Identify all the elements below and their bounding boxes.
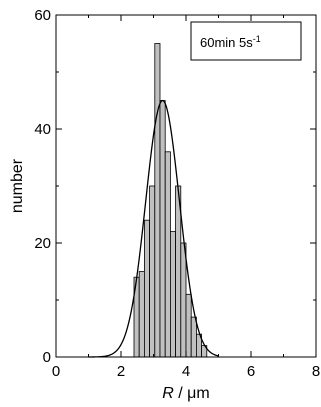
gaussian-fit-curve bbox=[88, 99, 219, 358]
x-tick-label-0: 0 bbox=[52, 363, 60, 380]
axis-ticks: 0 2 4 6 8 0 20 40 60 bbox=[34, 7, 320, 380]
histogram-bar-10 bbox=[180, 242, 187, 358]
histogram-bar-6 bbox=[159, 100, 166, 358]
histogram-bar-2 bbox=[138, 271, 145, 358]
legend-label: 60min 5s-1 bbox=[200, 34, 261, 50]
histogram-bar-8 bbox=[169, 231, 176, 358]
y-tick-label-0: 0 bbox=[43, 349, 51, 366]
x-tick-label-4: 4 bbox=[182, 363, 190, 380]
legend-border bbox=[190, 21, 302, 61]
histogram-bar-5 bbox=[154, 43, 161, 358]
histogram-bar-3 bbox=[143, 219, 150, 358]
y-tick-label-60: 60 bbox=[34, 7, 51, 24]
histogram-bar-12 bbox=[190, 316, 197, 358]
y-axis-label: number bbox=[9, 158, 26, 213]
histogram-bar-11 bbox=[185, 293, 192, 358]
x-tick-label-8: 8 bbox=[312, 363, 320, 380]
x-tick-label-6: 6 bbox=[247, 363, 255, 380]
x-tick-label-2: 2 bbox=[117, 363, 125, 380]
histogram-bar-4 bbox=[149, 185, 156, 358]
histogram-bar-7 bbox=[164, 151, 171, 358]
y-tick-label-20: 20 bbox=[34, 235, 51, 252]
histogram-bars bbox=[133, 43, 208, 358]
x-axis-label: R / μm bbox=[162, 385, 209, 402]
y-tick-label-40: 40 bbox=[34, 121, 51, 138]
legend-box: 60min 5s-1 bbox=[190, 21, 302, 61]
